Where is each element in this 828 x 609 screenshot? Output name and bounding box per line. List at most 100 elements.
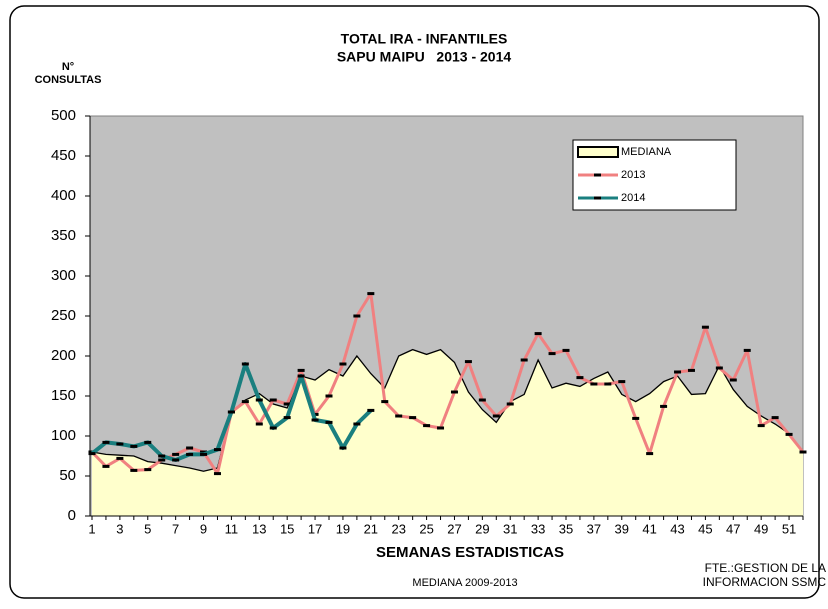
point-marker — [269, 426, 277, 430]
point-marker — [715, 366, 723, 370]
point-marker — [576, 376, 584, 380]
point-marker — [283, 416, 291, 420]
point-marker — [102, 440, 110, 444]
x-tick-label: 27 — [447, 521, 461, 536]
point-marker — [520, 358, 528, 362]
x-tick-label: 5 — [144, 521, 151, 536]
point-marker — [409, 416, 417, 420]
point-marker — [311, 418, 319, 422]
point-marker — [799, 450, 807, 454]
x-tick-label: 7 — [172, 521, 179, 536]
x-tick-label: 19 — [336, 521, 350, 536]
point-marker — [646, 452, 654, 456]
x-tick-label: 9 — [200, 521, 207, 536]
point-marker — [130, 468, 138, 472]
x-tick-label: 45 — [698, 521, 712, 536]
point-marker — [450, 390, 458, 394]
x-tick-label: 1 — [88, 521, 95, 536]
legend-swatch — [577, 146, 619, 158]
point-marker — [241, 362, 249, 366]
point-marker — [785, 432, 793, 436]
median-area — [92, 349, 803, 516]
point-marker — [200, 452, 208, 456]
point-marker — [729, 378, 737, 382]
x-tick-label: 39 — [615, 521, 629, 536]
point-marker — [478, 398, 486, 402]
point-marker — [255, 422, 263, 426]
y-label: N° — [62, 61, 74, 73]
y-tick-label: 0 — [68, 507, 76, 524]
point-marker — [562, 348, 570, 352]
point-marker — [701, 325, 709, 329]
point-marker — [492, 414, 500, 418]
x-tick-label: 15 — [280, 521, 294, 536]
point-marker — [88, 452, 96, 456]
legend-label: 2013 — [621, 169, 645, 181]
legend-label: 2014 — [621, 192, 645, 204]
legend-marker — [594, 173, 601, 177]
point-marker — [213, 472, 221, 476]
y-tick-label: 500 — [51, 107, 76, 124]
chart-title: TOTAL IRA - INFANTILES — [341, 31, 508, 47]
x-label: SEMANAS ESTADISTICAS — [376, 544, 564, 561]
point-marker — [102, 464, 110, 468]
y-tick-label: 350 — [51, 227, 76, 244]
point-marker — [353, 422, 361, 426]
y-tick-label: 400 — [51, 187, 76, 204]
x-tick-label: 49 — [754, 521, 768, 536]
point-marker — [116, 442, 124, 446]
chart-subtitle: SAPU MAIPU 2013 - 2014 — [337, 49, 512, 65]
median-line — [91, 348, 804, 472]
note: MEDIANA 2009-2013 — [412, 577, 517, 589]
y-tick-label: 300 — [51, 267, 76, 284]
x-tick-label: 21 — [364, 521, 378, 536]
point-marker — [381, 400, 389, 404]
x-tick-label: 11 — [225, 521, 239, 536]
point-marker — [367, 408, 375, 412]
point-marker — [339, 446, 347, 450]
point-marker — [687, 368, 695, 372]
point-marker — [464, 360, 472, 364]
x-tick-label: 25 — [419, 521, 433, 536]
point-marker — [604, 382, 612, 386]
point-marker — [618, 380, 626, 384]
legend-marker — [594, 196, 601, 200]
legend-label: MEDIANA — [621, 146, 672, 158]
x-tick-label: 31 — [503, 521, 517, 536]
point-marker — [437, 426, 445, 430]
x-tick-label: 3 — [116, 521, 123, 536]
x-tick-label: 17 — [308, 521, 322, 536]
point-marker — [297, 368, 305, 372]
x-tick-label: 43 — [670, 521, 684, 536]
x-tick-label: 51 — [782, 521, 796, 536]
point-marker — [200, 450, 208, 454]
point-marker — [771, 416, 779, 420]
y-tick-label: 50 — [59, 467, 76, 484]
point-marker — [743, 348, 751, 352]
point-marker — [144, 468, 152, 472]
point-marker — [548, 352, 556, 356]
source: INFORMACION SSMC — [703, 575, 827, 589]
point-marker — [339, 362, 347, 366]
point-marker — [186, 452, 194, 456]
y-tick-label: 150 — [51, 387, 76, 404]
x-tick-label: 41 — [642, 521, 656, 536]
point-marker — [130, 444, 138, 448]
point-marker — [423, 424, 431, 428]
point-marker — [660, 404, 668, 408]
y-tick-label: 100 — [51, 427, 76, 444]
point-marker — [283, 402, 291, 406]
x-tick-label: 23 — [391, 521, 405, 536]
point-marker — [674, 370, 682, 374]
point-marker — [367, 292, 375, 296]
y-tick-label: 450 — [51, 147, 76, 164]
point-marker — [325, 420, 333, 424]
y-label: CONSULTAS — [35, 74, 102, 86]
x-tick-label: 37 — [587, 521, 601, 536]
point-marker — [269, 398, 277, 402]
series-line — [90, 292, 805, 476]
point-marker — [395, 414, 403, 418]
point-marker — [158, 458, 166, 462]
point-marker — [227, 410, 235, 414]
